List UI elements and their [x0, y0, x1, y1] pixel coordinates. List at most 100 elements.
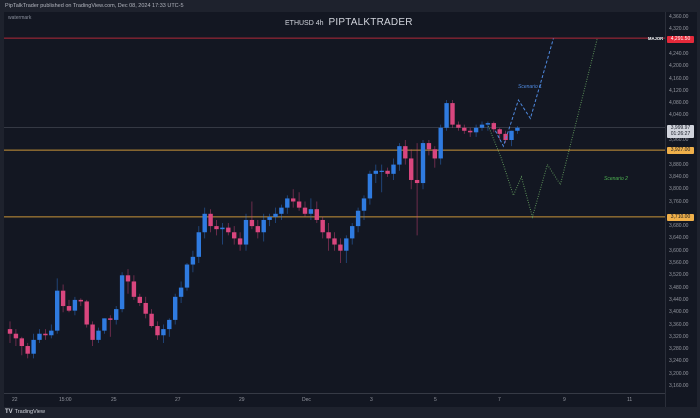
candle-down	[320, 219, 325, 233]
price-scale-label: 3,560.00	[669, 260, 689, 266]
candle-up	[49, 330, 54, 336]
candle-up	[196, 232, 201, 257]
candle-down	[497, 129, 502, 134]
candle-down	[60, 290, 66, 307]
candle-up	[397, 146, 402, 165]
time-axis-tick: 3	[370, 397, 373, 403]
candle-down	[296, 201, 302, 208]
price-scale-label: 4,200.00	[669, 63, 689, 70]
candle-up	[438, 127, 443, 159]
candle-down	[108, 318, 113, 320]
candle-up	[161, 329, 166, 336]
candle-up	[184, 264, 190, 288]
candle-down	[326, 232, 331, 239]
candle-up	[373, 170, 378, 174]
candle-down	[66, 306, 72, 311]
time-axis-tick: Dec	[302, 397, 311, 403]
candle-up	[96, 330, 101, 340]
candle-down	[7, 329, 13, 334]
price-scale-label: 4,360.00	[669, 14, 689, 20]
candle-up	[37, 333, 42, 340]
candle-down	[291, 198, 296, 202]
candle-down	[338, 244, 343, 251]
price-scale-label: 3,400.00	[669, 309, 689, 316]
candle-down	[255, 226, 260, 233]
price-scale-label: 3,800.00	[669, 186, 689, 193]
candle-up	[114, 309, 119, 320]
candle-up	[485, 123, 491, 125]
bar-countdown: 01:26:27	[670, 131, 691, 137]
candle-up	[173, 296, 178, 320]
candle-up	[509, 130, 514, 140]
candle-down	[78, 299, 83, 302]
candle-down	[214, 226, 219, 230]
major-price-tag: 4,291.50	[667, 36, 694, 43]
time-axis-tick: 27	[175, 397, 181, 403]
candle-up	[220, 227, 225, 230]
candle-down	[409, 158, 414, 180]
candle-up	[355, 210, 361, 227]
candle-down	[131, 281, 137, 297]
candle-up	[515, 127, 520, 131]
candle-down	[125, 275, 131, 282]
tv-logo-icon: TV	[5, 409, 13, 415]
candle-down	[155, 326, 160, 336]
price-scale-label: 4,040.00	[669, 112, 689, 119]
candle-up	[285, 198, 290, 208]
price-scale-label: 3,440.00	[669, 296, 689, 303]
candle-down	[226, 227, 231, 233]
candle-down	[332, 238, 337, 245]
candle-up	[55, 290, 60, 331]
time-axis-tick: 22	[12, 397, 18, 403]
chart-frame[interactable]	[4, 12, 696, 407]
candle-up	[279, 207, 284, 214]
publish-info-text: PipTalkTrader published on TradingView.c…	[5, 3, 184, 9]
candle-up	[102, 318, 107, 331]
candle-up	[344, 238, 349, 251]
candle-down	[43, 333, 48, 336]
candle-up	[202, 213, 207, 233]
major-level-label: MAJOR	[648, 36, 664, 41]
candle-down	[503, 133, 508, 140]
price-scale-label: 3,520.00	[669, 272, 689, 279]
time-axis[interactable]: 22 15:00 25 27 29 Dec 3 5 7 9 11	[4, 393, 665, 408]
candle-down	[149, 313, 154, 327]
candle-up	[473, 127, 479, 133]
price-scale[interactable]: 4,360.00 4,320.00 4,240.00 4,200.00 4,160.00…	[665, 12, 697, 407]
price-scale-label: 3,600.00	[669, 247, 689, 254]
candle-down	[13, 333, 19, 339]
candle-up	[72, 299, 78, 311]
price-scale-label: 3,640.00	[669, 235, 689, 242]
candle-down	[385, 170, 390, 174]
candle-up	[190, 256, 196, 265]
price-scale-label: 3,880.00	[669, 161, 689, 168]
time-axis-tick: 5	[434, 397, 437, 403]
candle-up	[167, 319, 172, 330]
candle-down	[249, 219, 255, 227]
candle-down	[19, 338, 24, 347]
candle-down	[462, 127, 467, 131]
watermark-label: watermark	[8, 15, 32, 21]
price-scale-label: 3,280.00	[669, 346, 689, 353]
time-axis-tick: 7	[498, 397, 501, 403]
tradingview-logo[interactable]: TV TradingView	[5, 409, 45, 415]
candle-down	[414, 179, 420, 184]
candle-up	[444, 103, 449, 128]
publish-info-bar: PipTalkTrader published on TradingView.c…	[0, 0, 700, 12]
symbol-header: ETHUSD 4h PIPTALKTRADER	[285, 17, 413, 28]
candle-down	[137, 296, 142, 303]
candle-down	[302, 207, 308, 214]
current-price-tag: 3,999.97 01:26:27	[667, 125, 694, 138]
price-scale-label: 3,200.00	[669, 370, 689, 377]
candle-down	[232, 232, 237, 239]
candle-down	[84, 301, 89, 325]
candle-down	[468, 130, 473, 133]
candle-up	[379, 170, 384, 172]
candle-up	[479, 124, 485, 128]
candle-up	[308, 209, 314, 214]
price-scale-label: 4,080.00	[669, 100, 689, 107]
candle-up	[361, 198, 367, 211]
candle-down	[450, 103, 455, 125]
support1-price-tag: 3,927.00	[667, 147, 694, 154]
